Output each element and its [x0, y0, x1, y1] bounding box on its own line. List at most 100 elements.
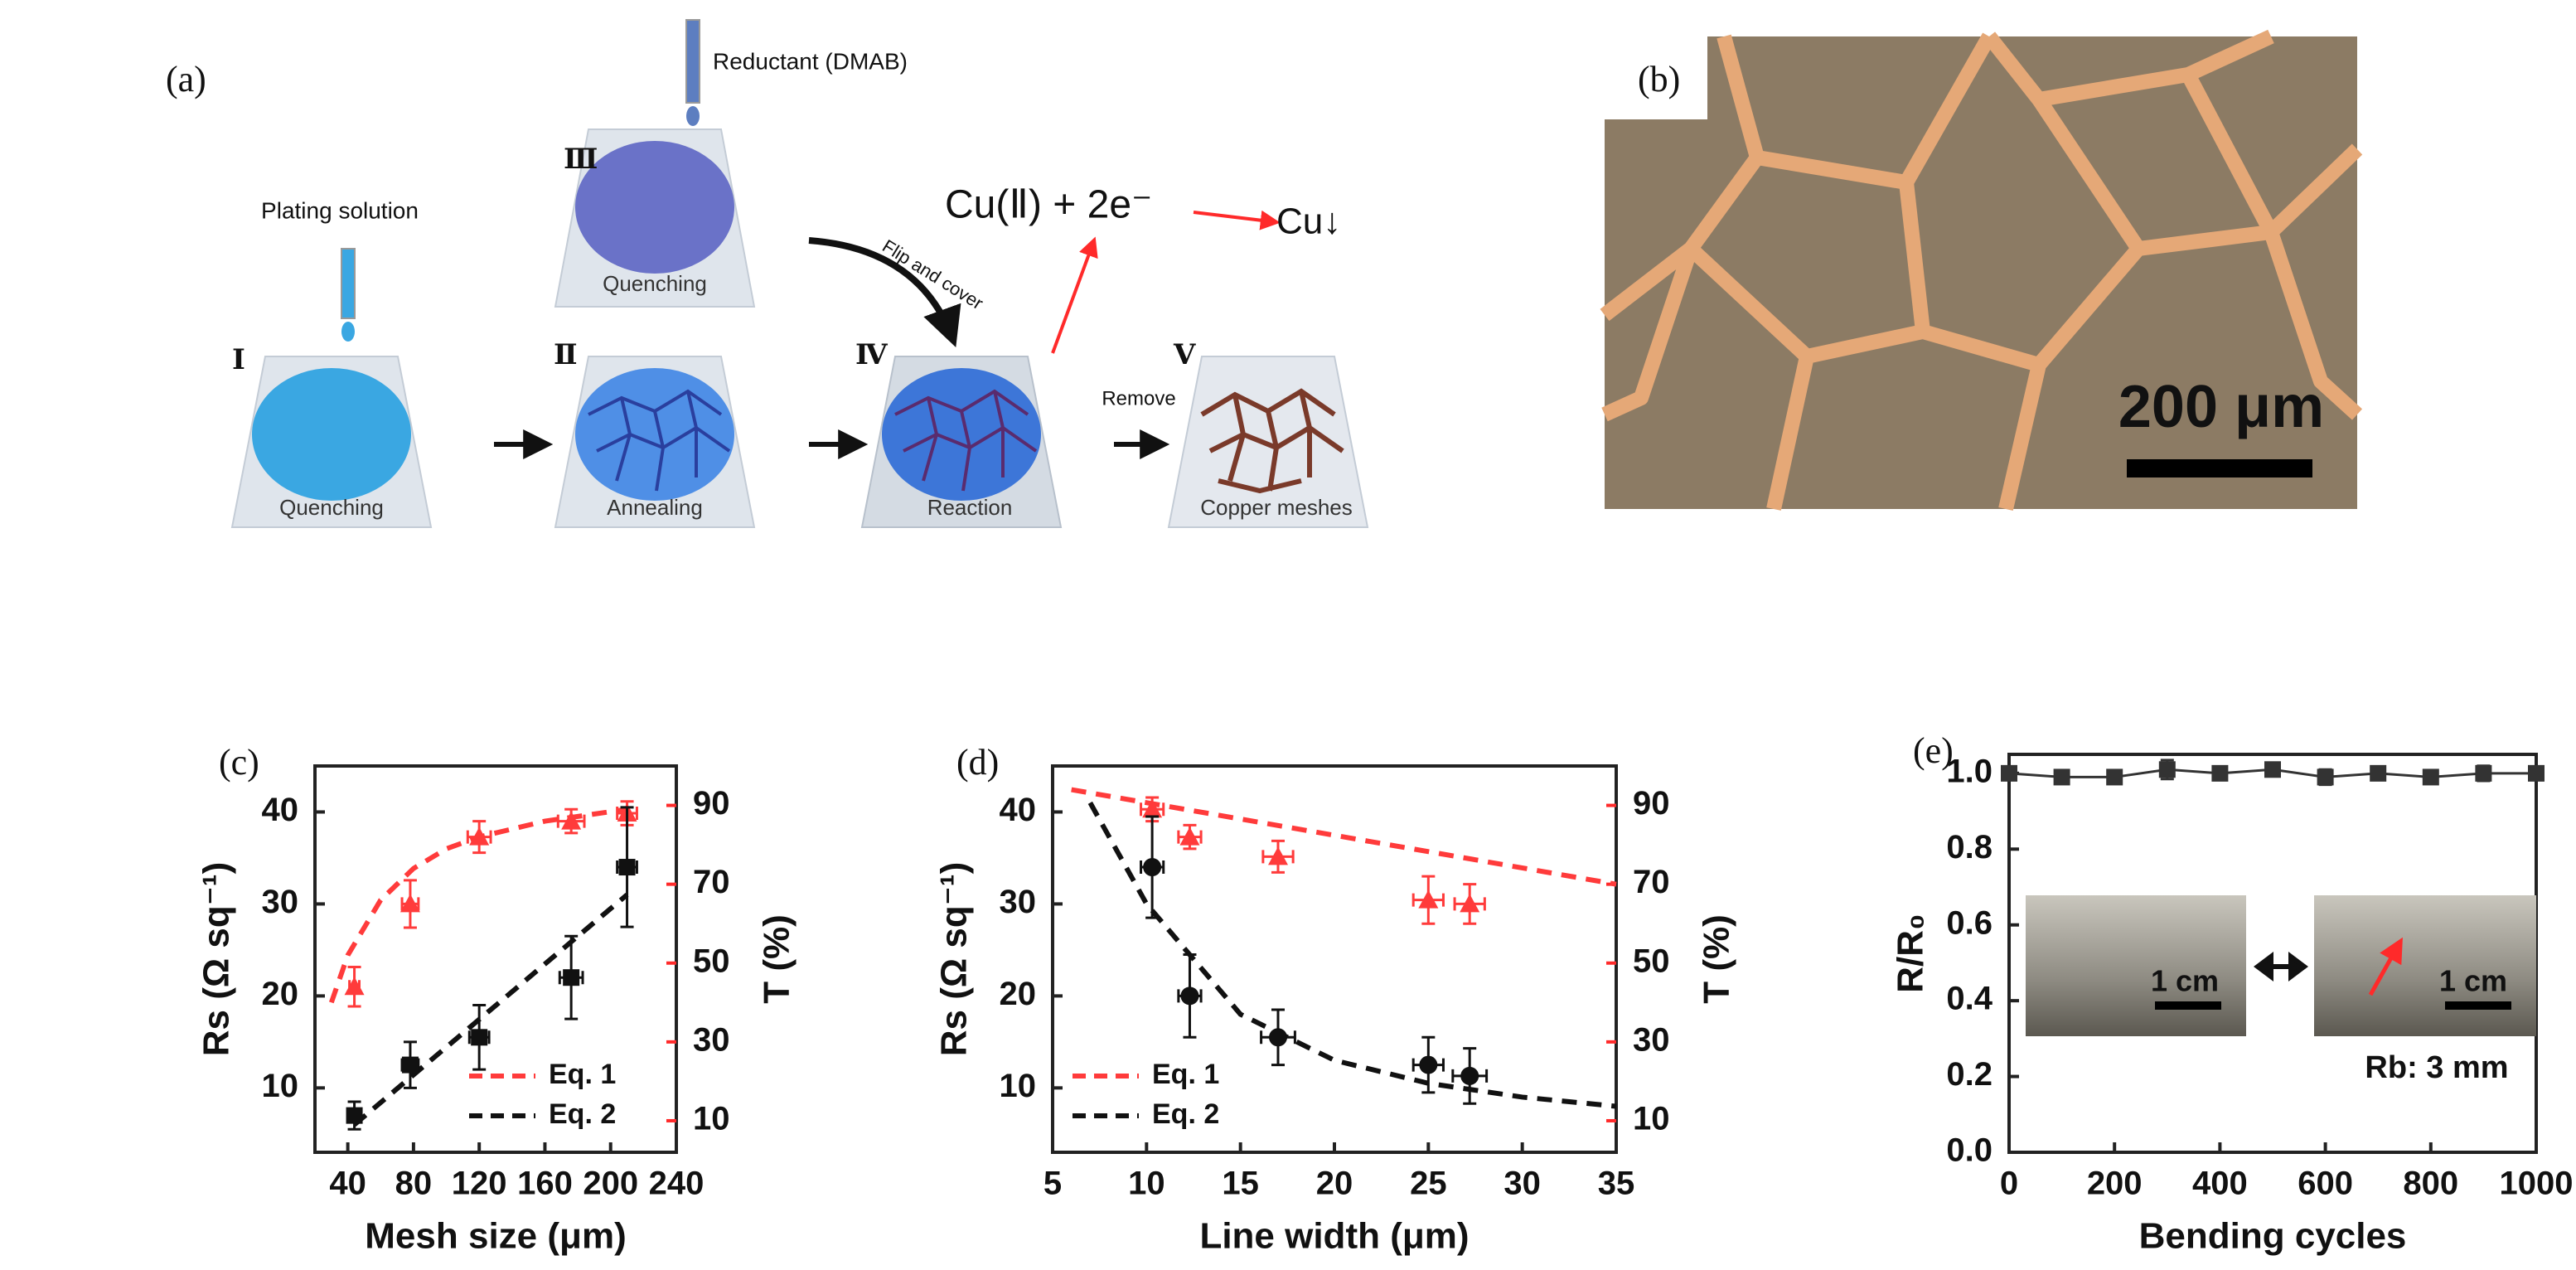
- y2-tick-label: 50: [693, 943, 730, 979]
- droplet: [686, 106, 700, 126]
- marker: [399, 894, 420, 913]
- marker: [561, 811, 582, 830]
- reaction: Cu↓: [1276, 201, 1341, 242]
- marker: [1143, 858, 1162, 877]
- film: [575, 368, 734, 501]
- x-tick-label: 800: [2403, 1166, 2458, 1202]
- film: [882, 368, 1041, 501]
- marker: [2053, 768, 2070, 786]
- y2-tick-label: 70: [1633, 864, 1670, 900]
- y2-tick-label: 30: [1633, 1021, 1670, 1058]
- y2-tick-label: 90: [693, 785, 730, 822]
- label: Reductant (DMAB): [713, 48, 908, 74]
- fit-line: [1087, 801, 1617, 1109]
- y-tick-label: 0.8: [1946, 829, 1993, 865]
- panel-a: (a) Reductant (DMAB) Plating solution Ⅰ …: [166, 19, 1369, 528]
- marker: [2001, 764, 2017, 782]
- panel-label: (b): [1638, 59, 1680, 99]
- step-numeral: Ⅲ: [564, 143, 598, 176]
- x-tick-label: 200: [583, 1166, 638, 1202]
- step-caption: Quenching: [279, 495, 384, 520]
- mesh-pattern: [894, 389, 1038, 492]
- arrow: [1193, 210, 1281, 230]
- marker: [2211, 764, 2229, 782]
- y-tick-label: 0.6: [1946, 904, 1993, 941]
- marker: [1180, 986, 1199, 1006]
- x-tick-label: 600: [2298, 1166, 2353, 1202]
- x-tick-label: 20: [1316, 1166, 1353, 1202]
- y-axis-label: R/R₀: [1891, 914, 1931, 993]
- step-numeral: Ⅴ: [1173, 338, 1196, 371]
- x-tick-label: 35: [1598, 1166, 1635, 1202]
- step-numeral: Ⅰ: [232, 343, 245, 376]
- scale-label: 200 μm: [2118, 374, 2324, 440]
- reaction: Cu(Ⅱ) + 2e⁻: [945, 183, 1152, 227]
- y-tick-label: 30: [262, 884, 299, 920]
- inset-photo: [2314, 895, 2536, 1036]
- x-tick-label: 160: [517, 1166, 573, 1202]
- y2-tick-label: 10: [1633, 1101, 1670, 1137]
- panel-label: (e): [1913, 730, 1954, 771]
- x-tick-label: 15: [1222, 1166, 1259, 1202]
- fit-line: [1071, 787, 1617, 887]
- marker: [1419, 1055, 1438, 1074]
- y-tick-label: 30: [1000, 884, 1037, 920]
- step-numeral: Ⅳ: [855, 338, 889, 371]
- marker: [2422, 768, 2439, 786]
- y-tick-label: 1.0: [1946, 753, 1993, 789]
- y-tick-label: 10: [262, 1068, 299, 1104]
- step-caption: Annealing: [607, 495, 703, 520]
- legend-label: Eq. 1: [1152, 1059, 1219, 1090]
- plot-frame: [313, 764, 678, 1154]
- step-caption: Reaction: [927, 495, 1013, 520]
- x-tick-label: 30: [1503, 1166, 1541, 1202]
- x-tick-label: 25: [1410, 1166, 1447, 1202]
- fit-line: [352, 893, 629, 1127]
- pipette: [341, 248, 356, 319]
- marker: [1418, 889, 1439, 909]
- plot-frame: [1051, 764, 1618, 1154]
- marker: [2264, 761, 2281, 778]
- marker: [2475, 764, 2492, 782]
- marker: [401, 1056, 419, 1074]
- step-numeral: Ⅱ: [554, 338, 578, 371]
- y2-tick-label: 70: [693, 864, 730, 900]
- marker: [1269, 1028, 1287, 1047]
- y2-tick-label: 30: [693, 1021, 730, 1058]
- y2-tick-label: 10: [693, 1101, 730, 1137]
- mesh-pattern: [588, 389, 731, 492]
- inset-scale-bar: [2445, 1001, 2511, 1010]
- copper-mesh: [1200, 388, 1344, 494]
- marker: [2528, 764, 2545, 782]
- x-tick-label: 0: [2000, 1166, 2018, 1202]
- marker: [1460, 1066, 1479, 1085]
- label-box: [1605, 36, 1707, 119]
- inset-photo: [2026, 895, 2246, 1036]
- x-tick-label: 200: [2087, 1166, 2143, 1202]
- micrograph: [1605, 36, 2357, 509]
- inset-arrow: [2368, 937, 2403, 996]
- step-caption: Quenching: [603, 271, 707, 296]
- x-tick-label: 40: [329, 1166, 366, 1202]
- y-tick-label: 20: [262, 976, 299, 1012]
- x-axis-label: Line width (μm): [1199, 1216, 1469, 1257]
- marker: [1179, 826, 1200, 846]
- marker: [1460, 894, 1480, 913]
- x-tick-label: 10: [1128, 1166, 1165, 1202]
- step-caption: Copper meshes: [1200, 495, 1353, 520]
- marker: [563, 969, 580, 986]
- y2-axis-label: T (%): [757, 914, 797, 1004]
- inset-label: Rb: 3 mm: [2365, 1050, 2508, 1085]
- legend-label: Eq. 2: [1152, 1098, 1219, 1130]
- fit-line: [328, 807, 627, 1004]
- x-tick-label: 120: [452, 1166, 507, 1202]
- x-tick-label: 5: [1043, 1166, 1062, 1202]
- label: Remove: [1102, 387, 1175, 410]
- y-axis-label: Rs (Ω sq⁻¹): [196, 862, 237, 1057]
- legend-label: Eq. 1: [549, 1059, 616, 1090]
- inset-scale-bar: [2155, 1001, 2221, 1010]
- label: Plating solution: [261, 197, 419, 223]
- y2-tick-label: 50: [1633, 943, 1670, 979]
